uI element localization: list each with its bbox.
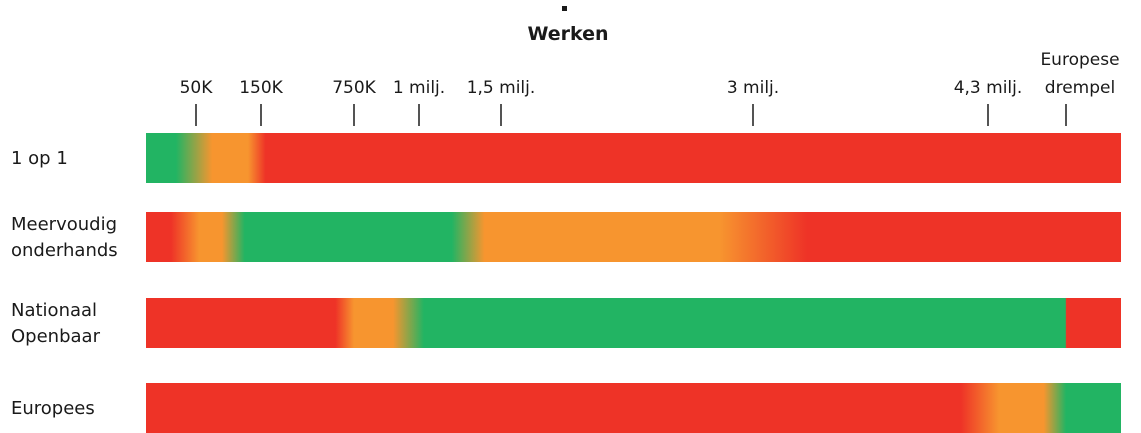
row-label: Europees (11, 398, 95, 419)
row-label: 1 op 1 (11, 148, 68, 169)
tick-label: 150K (239, 78, 283, 98)
title-partial-glyph (562, 6, 567, 11)
row-label: onderhands (11, 240, 118, 261)
tick-label: 50K (180, 78, 214, 98)
row-bar (146, 133, 1121, 183)
tick-label: 750K (332, 78, 376, 98)
row-label: Nationaal (11, 300, 97, 321)
row-label: Openbaar (11, 326, 101, 347)
chart-title: Werken (527, 23, 608, 45)
x-axis-ticks: 50K 150K 750K 1 milj. 1,5 milj. 3 milj. 4,3 mi… (180, 50, 1120, 126)
tick-label: 1,5 milj. (467, 78, 536, 98)
tick-label: drempel (1045, 78, 1115, 98)
tick-label: 3 milj. (727, 78, 779, 98)
row-label: Meervoudig (11, 214, 117, 235)
row-bar (146, 383, 1121, 433)
tick-label: 1 milj. (393, 78, 445, 98)
row-bar (146, 212, 1121, 262)
tick-label: 4,3 milj. (954, 78, 1023, 98)
tick-label: Europese (1040, 50, 1119, 70)
row-bar (146, 298, 1121, 348)
chart-rows: 1 op 1 Meervoudig onderhands Nationaal Openb… (11, 133, 1121, 433)
